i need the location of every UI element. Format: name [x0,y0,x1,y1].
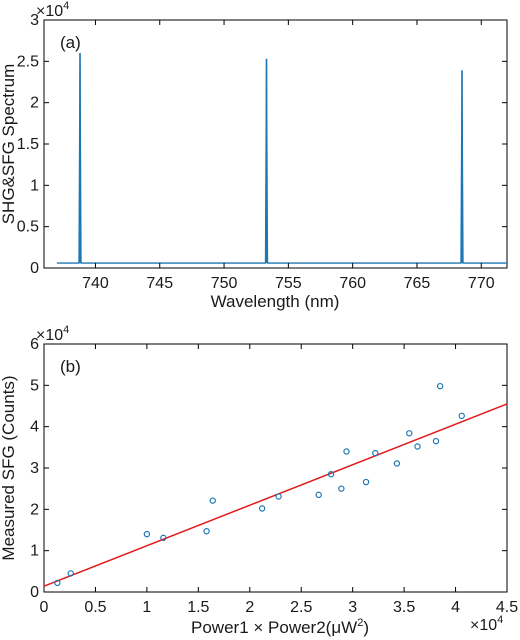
x-tick-label: 0.5 [84,599,106,616]
x-axis-a-label: Wavelength (nm) [211,292,340,311]
x-tick-label: 3.5 [393,599,415,616]
data-point [327,471,335,478]
scatter-series [54,382,465,587]
data-point [203,528,210,535]
x-tick-label: 755 [275,275,302,292]
data-point [338,485,345,492]
data-point [372,449,379,457]
data-point [209,497,216,504]
y-axis-a-ticks: 0 0.5 1 1.5 2 2.5 3 [17,12,507,277]
plot-a-frame [43,19,508,269]
y-tick-label: 0 [30,260,39,277]
x-tick-label: 745 [146,275,173,292]
y-tick-label: 2 [30,501,39,518]
y-tick-label: 4 [30,419,39,436]
panel-a: 740 745 750 755 760 765 770 00.511.522.53 (a) … [0,0,508,311]
y-exponent-b: ×104 [36,324,69,344]
x-tick-label: 1.5 [187,599,209,616]
x-tick-label: 4 [451,599,460,616]
data-point [54,579,61,587]
y-axis-b-ticks: 0 1 2 3 4 5 6 [30,336,507,601]
data-point [406,430,413,437]
x-axis-b-label: Power1 × Power2(μW2) [191,617,369,637]
data-point [393,460,401,467]
data-point [160,534,167,542]
data-point [458,412,465,420]
x-tick-label: 740 [82,275,109,292]
y-tick-label: 1 [30,177,39,194]
y-tick-label: 3 [30,12,39,29]
data-point [67,570,74,577]
panel-label-b: (b) [60,357,81,376]
panel-b: 0 0.5 1 1.5 2 2.5 3 3.5 4 4.5 0 1 2 3 4 5 6 (b) ×104 ×1… [0,324,518,637]
plot-b-frame [43,343,508,593]
x-tick-label: 750 [211,275,238,292]
data-point [436,382,444,390]
y-tick-label: 6 [30,336,39,353]
linear-fit-line [43,403,508,587]
data-point [143,530,151,538]
y-tick-label: 1.5 [17,136,39,153]
x-axis-a-ticks: 740 745 750 755 760 765 770 [82,20,495,292]
data-point [343,448,350,455]
x-tick-label: 2.5 [290,599,312,616]
y-tick-label: 5 [30,377,39,394]
panel-label-a: (a) [60,33,81,52]
x-tick-label: 3 [348,599,357,616]
y-axis-b-label: Measured SFG (Counts) [0,375,18,560]
y-exponent-a: ×104 [36,0,69,20]
data-point [362,478,370,486]
y-tick-label: 1 [30,543,39,560]
data-point [414,443,421,450]
x-axis-b-ticks: 0 0.5 1 1.5 2 2.5 3 3.5 4 4.5 [40,344,518,616]
y-tick-label: 2 [30,95,39,112]
x-tick-label: 1 [142,599,151,616]
x-tick-label: 765 [404,275,431,292]
x-tick-label: 770 [468,275,495,292]
x-tick-label: 2 [245,599,254,616]
data-point [258,505,266,512]
data-point [315,491,322,499]
y-tick-label: 0 [30,584,39,601]
y-tick-label: 0.5 [17,219,39,236]
x-tick-label: 760 [339,275,366,292]
spectrum-line [56,53,507,264]
y-axis-a-label: SHG&SFG Spectrum [0,64,18,225]
data-point [432,437,440,445]
y-tick-label: 3 [30,460,39,477]
y-tick-label: 2.5 [17,53,39,70]
x-tick-label: 0 [40,599,49,616]
x-tick-label: 4.5 [496,599,518,616]
data-point [275,493,282,500]
spectrum-series [56,53,507,264]
x-exponent-b: ×104 [470,614,503,634]
